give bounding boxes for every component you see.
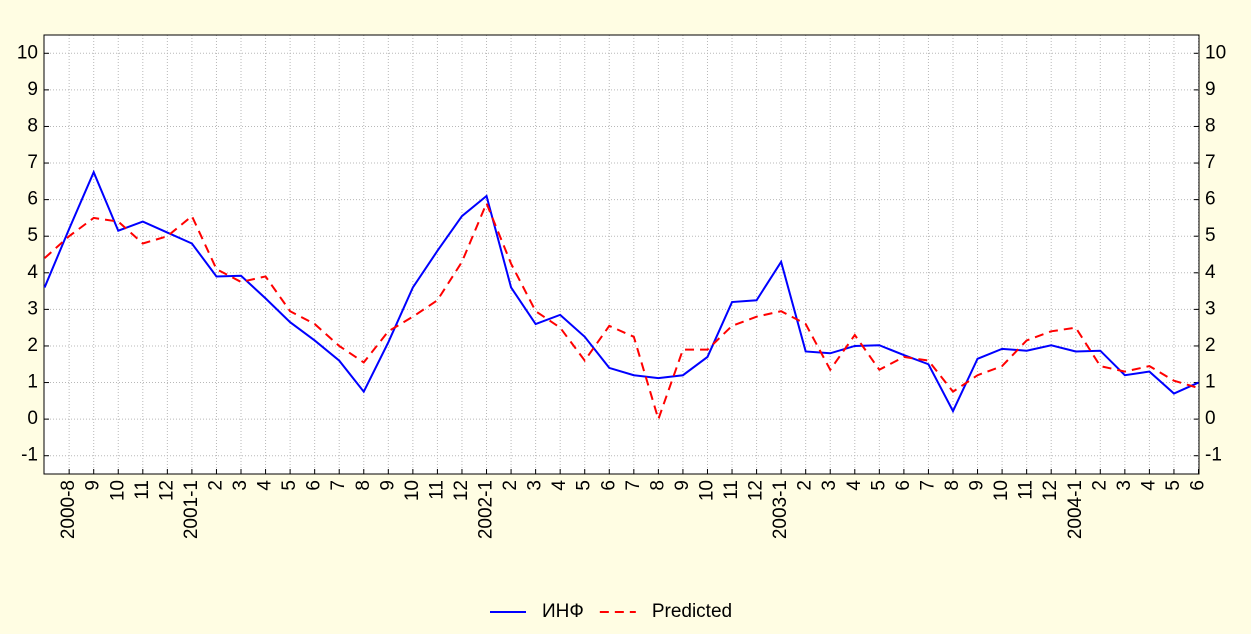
y2-tick-label: 3 bbox=[1205, 298, 1216, 319]
series-line bbox=[43, 200, 1199, 423]
y2-tick-label: 0 bbox=[1205, 408, 1216, 429]
x-tick-label: 2004-1 bbox=[1065, 480, 1086, 539]
x-tick-label: 8 bbox=[647, 480, 668, 491]
x-tick-label: 7 bbox=[328, 480, 349, 491]
x-tick-label: 12 bbox=[156, 480, 177, 501]
x-tick-label: 3 bbox=[1114, 480, 1135, 491]
y-tick-label: 10 bbox=[17, 42, 38, 63]
y-tick-label: 8 bbox=[27, 115, 38, 136]
x-tick-label: 2 bbox=[795, 480, 816, 491]
y-tick-label: 6 bbox=[27, 189, 38, 210]
x-tick-label: 3 bbox=[525, 480, 546, 491]
y2-tick-label: -1 bbox=[1205, 445, 1222, 466]
x-tick-label: 6 bbox=[1188, 480, 1209, 491]
x-tick-label: 5 bbox=[1163, 480, 1184, 491]
y2-tick-label: 5 bbox=[1205, 225, 1216, 246]
x-tick-label: 8 bbox=[942, 480, 963, 491]
x-tick-label: 7 bbox=[917, 480, 938, 491]
legend-label: Predicted bbox=[652, 601, 732, 622]
y2-tick-label: 2 bbox=[1205, 335, 1216, 356]
x-tick-label: 11 bbox=[132, 480, 153, 500]
x-tick-label: 4 bbox=[255, 480, 276, 491]
y-tick-label: 7 bbox=[27, 152, 38, 173]
x-tick-label: 2002-1 bbox=[476, 480, 497, 539]
x-tick-label: 9 bbox=[967, 480, 988, 491]
y2-tick-label: 7 bbox=[1205, 152, 1216, 173]
y-tick-label: 3 bbox=[27, 298, 38, 319]
x-tick-label: 12 bbox=[746, 480, 767, 501]
x-tick-label: 5 bbox=[279, 480, 300, 491]
x-tick-label: 7 bbox=[623, 480, 644, 491]
plot-frame bbox=[43, 34, 1200, 475]
y2-tick-label: 10 bbox=[1205, 42, 1226, 63]
x-tick-label: 4 bbox=[1138, 480, 1159, 491]
y2-tick-label: 6 bbox=[1205, 189, 1216, 210]
x-tick-label: 9 bbox=[83, 480, 104, 491]
legend-label: ИНФ bbox=[542, 601, 584, 622]
x-tick-label: 9 bbox=[672, 480, 693, 491]
x-tick-label: 11 bbox=[426, 480, 447, 500]
x-tick-label: 2003-1 bbox=[770, 480, 791, 539]
x-tick-label: 5 bbox=[574, 480, 595, 491]
plot-area bbox=[44, 35, 1199, 474]
y-tick-label: -1 bbox=[21, 445, 38, 466]
x-tick-label: 10 bbox=[696, 480, 717, 501]
y2-tick-label: 9 bbox=[1205, 79, 1216, 100]
x-tick-label: 6 bbox=[304, 480, 325, 491]
x-tick-label: 3 bbox=[819, 480, 840, 491]
y-tick-label: 4 bbox=[27, 262, 38, 283]
x-tick-label: 11 bbox=[721, 480, 742, 500]
x-tick-label: 11 bbox=[1016, 480, 1037, 500]
x-tick-label: 3 bbox=[230, 480, 251, 491]
x-tick-label: 4 bbox=[844, 480, 865, 491]
y2-tick-label: 4 bbox=[1205, 262, 1216, 283]
x-tick-label: 12 bbox=[451, 480, 472, 501]
x-tick-label: 2 bbox=[500, 480, 521, 491]
x-tick-label: 6 bbox=[598, 480, 619, 491]
x-tick-label: 10 bbox=[402, 480, 423, 501]
y-tick-label: 2 bbox=[27, 335, 38, 356]
y-tick-label: 9 bbox=[27, 79, 38, 100]
series-line bbox=[43, 169, 1199, 414]
x-tick-label: 4 bbox=[549, 480, 570, 491]
x-tick-label: 9 bbox=[377, 480, 398, 491]
y-tick-label: 1 bbox=[27, 372, 38, 393]
y-tick-label: 0 bbox=[27, 408, 38, 429]
y2-tick-label: 8 bbox=[1205, 115, 1216, 136]
x-tick-label: 10 bbox=[991, 480, 1012, 501]
x-tick-label: 2 bbox=[205, 480, 226, 491]
x-tick-label: 12 bbox=[1040, 480, 1061, 501]
x-tick-label: 2 bbox=[1089, 480, 1110, 491]
y2-tick-label: 1 bbox=[1205, 372, 1216, 393]
y-tick-label: 5 bbox=[27, 225, 38, 246]
x-tick-label: 5 bbox=[868, 480, 889, 491]
x-tick-label: 10 bbox=[107, 480, 128, 501]
x-tick-label: 6 bbox=[893, 480, 914, 491]
x-tick-label: 8 bbox=[353, 480, 374, 491]
x-tick-label: 2000-8 bbox=[58, 480, 79, 539]
x-tick-label: 2001-1 bbox=[181, 480, 202, 539]
